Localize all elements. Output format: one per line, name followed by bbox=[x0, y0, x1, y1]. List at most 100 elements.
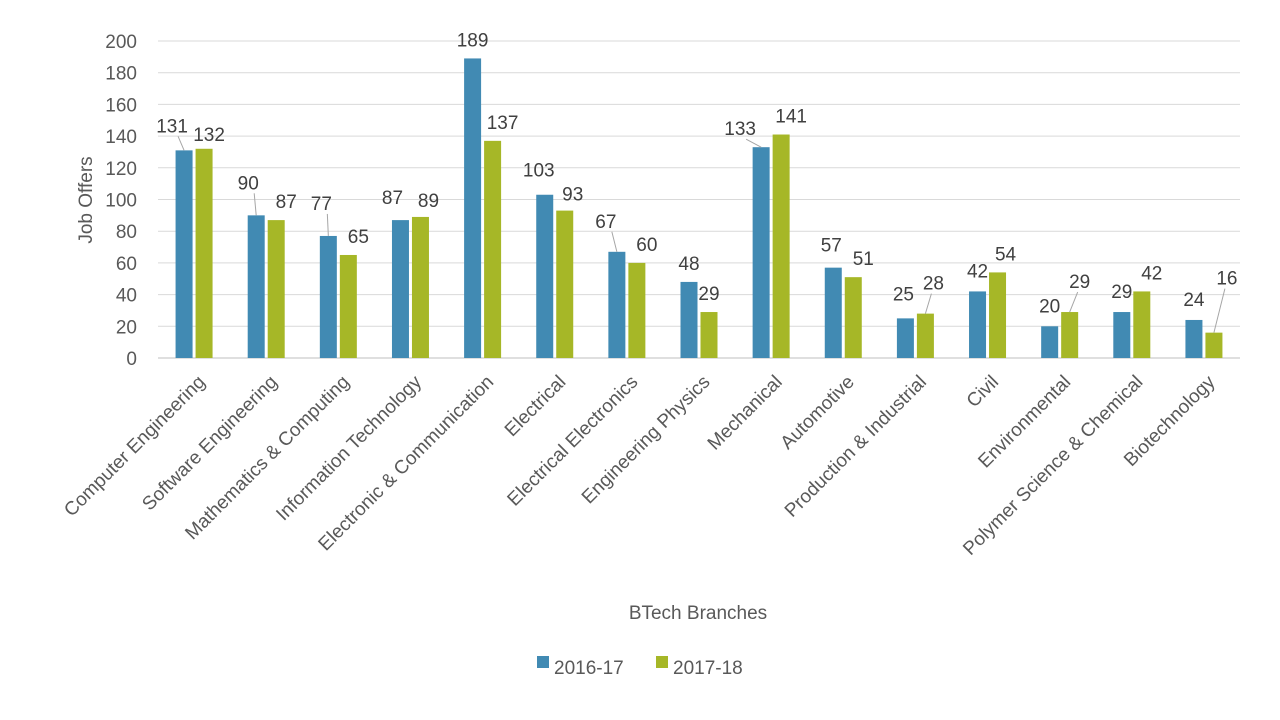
bar-2016-17 bbox=[464, 58, 482, 359]
y-tick-label: 60 bbox=[116, 254, 137, 275]
bar-2016-17 bbox=[752, 147, 770, 358]
data-label-2016-17: 67 bbox=[595, 212, 616, 233]
data-label-2017-18: 65 bbox=[348, 227, 369, 248]
bar-2017-18 bbox=[556, 210, 574, 358]
data-label-2016-17: 87 bbox=[382, 188, 403, 209]
data-label-2017-18: 16 bbox=[1216, 269, 1237, 290]
data-label-2017-18: 132 bbox=[193, 125, 225, 146]
y-tick-label: 40 bbox=[116, 286, 137, 307]
leader-line bbox=[326, 213, 329, 236]
data-label-2016-17: 24 bbox=[1183, 290, 1205, 311]
bar-2016-17 bbox=[175, 150, 193, 358]
legend: 2016-17 2017-18 bbox=[537, 656, 743, 679]
bars bbox=[175, 58, 1223, 359]
legend-label: 2016-17 bbox=[554, 658, 624, 679]
legend-swatch bbox=[537, 656, 549, 668]
bar-2016-17 bbox=[608, 251, 626, 358]
bar-2016-17 bbox=[824, 267, 842, 358]
y-tick-label: 20 bbox=[116, 317, 137, 338]
leader-line bbox=[253, 193, 257, 216]
y-tick-label: 120 bbox=[105, 159, 137, 180]
bar-2016-17 bbox=[247, 215, 265, 358]
x-category-label: Computer Engineering bbox=[60, 372, 209, 521]
bar-2017-18 bbox=[844, 277, 862, 358]
label-leader-lines bbox=[177, 136, 1226, 333]
bar-2016-17 bbox=[896, 318, 914, 358]
data-label-2017-18: 87 bbox=[276, 192, 297, 213]
data-label-2017-18: 51 bbox=[853, 249, 874, 270]
data-label-2017-18: 29 bbox=[1069, 272, 1090, 293]
data-label-2016-17: 20 bbox=[1039, 296, 1060, 317]
bar-2017-18 bbox=[484, 140, 502, 358]
data-label-2017-18: 93 bbox=[562, 185, 583, 206]
data-label-2017-18: 137 bbox=[487, 113, 519, 134]
leader-line bbox=[1069, 291, 1079, 313]
y-tick-label: 180 bbox=[105, 64, 137, 85]
x-category-label: Electrical Electronics bbox=[504, 372, 643, 511]
data-label-2016-17: 103 bbox=[523, 161, 555, 182]
data-label-2017-18: 54 bbox=[995, 244, 1017, 265]
bar-2017-18 bbox=[1133, 291, 1151, 358]
bar-2016-17 bbox=[1113, 312, 1131, 358]
data-label-2016-17: 133 bbox=[724, 119, 756, 140]
bar-2017-18 bbox=[772, 134, 790, 358]
data-label-2017-18: 28 bbox=[923, 274, 944, 295]
data-label-2016-17: 57 bbox=[821, 236, 842, 257]
bar-2016-17 bbox=[969, 291, 987, 358]
bar-2016-17 bbox=[536, 194, 554, 358]
data-label-2016-17: 29 bbox=[1111, 282, 1132, 303]
gridlines bbox=[158, 40, 1240, 359]
data-label-2016-17: 90 bbox=[238, 173, 259, 194]
bar-2017-18 bbox=[267, 220, 285, 358]
bar-2017-18 bbox=[1205, 332, 1223, 358]
data-label-2016-17: 42 bbox=[967, 261, 988, 282]
bar-2017-18 bbox=[700, 312, 718, 358]
data-label-2017-18: 29 bbox=[698, 284, 719, 305]
bar-2017-18 bbox=[989, 272, 1007, 358]
x-category-label: Electrical bbox=[501, 372, 570, 441]
y-tick-label: 80 bbox=[116, 222, 137, 243]
data-label-2017-18: 60 bbox=[636, 235, 657, 256]
data-label-2016-17: 48 bbox=[678, 254, 699, 275]
bar-2016-17 bbox=[1185, 319, 1203, 358]
leader-line bbox=[745, 138, 762, 148]
x-category-label: Software Engineering bbox=[138, 372, 281, 515]
y-tick-label: 200 bbox=[105, 32, 137, 53]
data-label-2016-17: 77 bbox=[311, 194, 332, 215]
bar-2016-17 bbox=[319, 235, 337, 358]
legend-swatch bbox=[656, 656, 668, 668]
y-tick-label: 160 bbox=[105, 95, 137, 116]
bar-2017-18 bbox=[195, 148, 213, 358]
data-label-2016-17: 131 bbox=[156, 116, 188, 137]
x-axis-title: BTech Branches bbox=[629, 603, 767, 624]
bar-2017-18 bbox=[916, 313, 934, 358]
bar-2016-17 bbox=[391, 220, 409, 358]
legend-label: 2017-18 bbox=[673, 658, 743, 679]
y-tick-label: 100 bbox=[105, 191, 137, 212]
bar-2017-18 bbox=[411, 216, 429, 358]
leader-line bbox=[1213, 288, 1226, 333]
data-label-2016-17: 189 bbox=[457, 30, 489, 51]
bar-2016-17 bbox=[1041, 326, 1059, 358]
data-label-2017-18: 89 bbox=[418, 191, 439, 212]
x-category-label: Information Technology bbox=[272, 371, 426, 525]
data-label-2016-17: 25 bbox=[893, 284, 914, 305]
leader-line bbox=[924, 293, 932, 314]
x-category-label: Mechanical bbox=[704, 372, 787, 455]
bar-2017-18 bbox=[628, 262, 646, 358]
x-category-label: Production & Industrial bbox=[781, 372, 931, 522]
data-label-2017-18: 141 bbox=[775, 107, 807, 128]
leader-line bbox=[611, 231, 618, 252]
data-labels: 131 132 90 87 77 65 87 89 189 137 103 93 67 60 48 29 133… bbox=[156, 30, 1237, 317]
bar-2017-18 bbox=[1061, 312, 1079, 358]
bar-2017-18 bbox=[339, 254, 357, 358]
data-label-2017-18: 42 bbox=[1141, 263, 1162, 284]
leader-line bbox=[177, 136, 185, 151]
y-tick-label: 0 bbox=[126, 349, 137, 370]
bar-2016-17 bbox=[680, 281, 698, 358]
y-axis-ticks: 0 20 40 60 80 100 120 140 160 180 200 bbox=[105, 32, 137, 370]
x-category-label: Engineering Physics bbox=[578, 372, 715, 509]
y-axis-title: Job Offers bbox=[76, 156, 97, 243]
